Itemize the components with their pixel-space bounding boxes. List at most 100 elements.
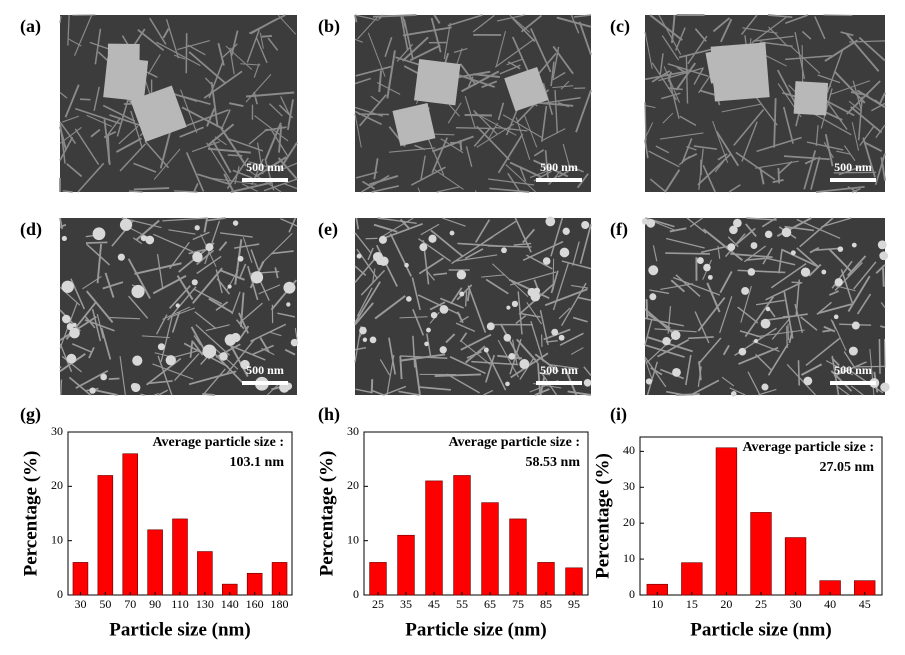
particle (733, 218, 742, 228)
particle (501, 247, 507, 254)
particle (100, 373, 108, 381)
fiber (246, 91, 295, 98)
fiber (137, 28, 165, 52)
particle (703, 263, 711, 272)
y-tick-label: 20 (347, 478, 359, 492)
particle (404, 262, 409, 268)
panel-label: (f) (610, 219, 628, 240)
fiber (658, 14, 682, 55)
sem-image (59, 14, 298, 193)
fiber (649, 289, 670, 295)
bar (97, 475, 114, 596)
fiber (476, 125, 510, 161)
bar (172, 518, 188, 596)
fiber (402, 16, 407, 29)
fiber (533, 159, 569, 178)
fiber (770, 263, 807, 289)
fiber (830, 319, 837, 330)
fiber (755, 353, 773, 372)
fiber (165, 19, 180, 59)
fiber (67, 14, 70, 46)
sem-image (59, 217, 299, 396)
bar (509, 518, 527, 596)
scale-bar-label: 500 nm (540, 363, 578, 377)
fiber (242, 237, 253, 263)
fiber (418, 238, 452, 262)
fiber (173, 54, 186, 60)
fiber (208, 60, 224, 99)
particle (662, 336, 671, 346)
y-tick-label: 0 (353, 587, 359, 601)
fiber (688, 336, 714, 340)
fiber (442, 217, 466, 227)
particle (803, 376, 813, 386)
fiber (550, 217, 564, 257)
fiber (426, 271, 436, 281)
fiber (552, 85, 574, 89)
fiber (128, 295, 149, 319)
particle (581, 220, 590, 230)
fiber (800, 363, 823, 376)
fiber (472, 14, 495, 33)
fiber (259, 32, 264, 49)
fiber (261, 34, 273, 38)
fiber (645, 70, 689, 81)
fiber (851, 188, 861, 193)
fiber (803, 150, 817, 190)
fiber (829, 80, 871, 96)
fiber (471, 360, 519, 366)
fiber (417, 187, 421, 193)
fiber (68, 376, 92, 396)
fiber (644, 104, 656, 109)
fiber (354, 110, 382, 126)
fiber (540, 105, 548, 142)
particle (781, 227, 792, 238)
x-tick-label: 30 (790, 597, 802, 611)
fiber (737, 306, 759, 324)
annotation: 103.1 nm (230, 455, 285, 470)
fiber (159, 130, 172, 169)
x-tick-label: 40 (824, 597, 836, 611)
fiber (511, 339, 518, 364)
y-tick-label: 30 (623, 479, 635, 493)
fiber (241, 183, 258, 192)
fiber (216, 278, 231, 295)
fiber (560, 282, 587, 327)
fiber (133, 187, 170, 191)
fiber (354, 265, 367, 276)
fiber (645, 344, 685, 358)
fiber (514, 217, 532, 253)
fiber (568, 165, 584, 173)
fiber (649, 14, 683, 41)
fiber (160, 315, 173, 363)
fiber (467, 76, 474, 88)
fiber (862, 137, 876, 178)
fiber (187, 44, 206, 56)
fiber (446, 373, 480, 394)
fiber (96, 243, 103, 284)
annotation: 27.05 nm (820, 460, 875, 475)
particle (558, 334, 565, 341)
fiber (843, 351, 856, 369)
fiber (59, 16, 62, 24)
fiber (661, 92, 681, 100)
fiber (837, 386, 850, 396)
fiber (354, 232, 372, 254)
x-tick-label: 90 (149, 597, 161, 611)
fiber (367, 247, 374, 261)
fiber (843, 145, 856, 161)
annotation: Average particle size : (742, 440, 874, 455)
scale-bar-label: 500 nm (834, 160, 872, 174)
fiber (434, 373, 481, 378)
x-tick-label: 45 (859, 597, 871, 611)
fiber (100, 327, 112, 360)
fiber (795, 279, 801, 317)
fiber (227, 137, 264, 152)
fiber (258, 284, 281, 295)
fiber (502, 114, 543, 139)
fiber (361, 180, 376, 190)
fiber (373, 158, 379, 180)
particle (165, 355, 176, 366)
fiber (664, 169, 681, 193)
particle (290, 338, 299, 347)
